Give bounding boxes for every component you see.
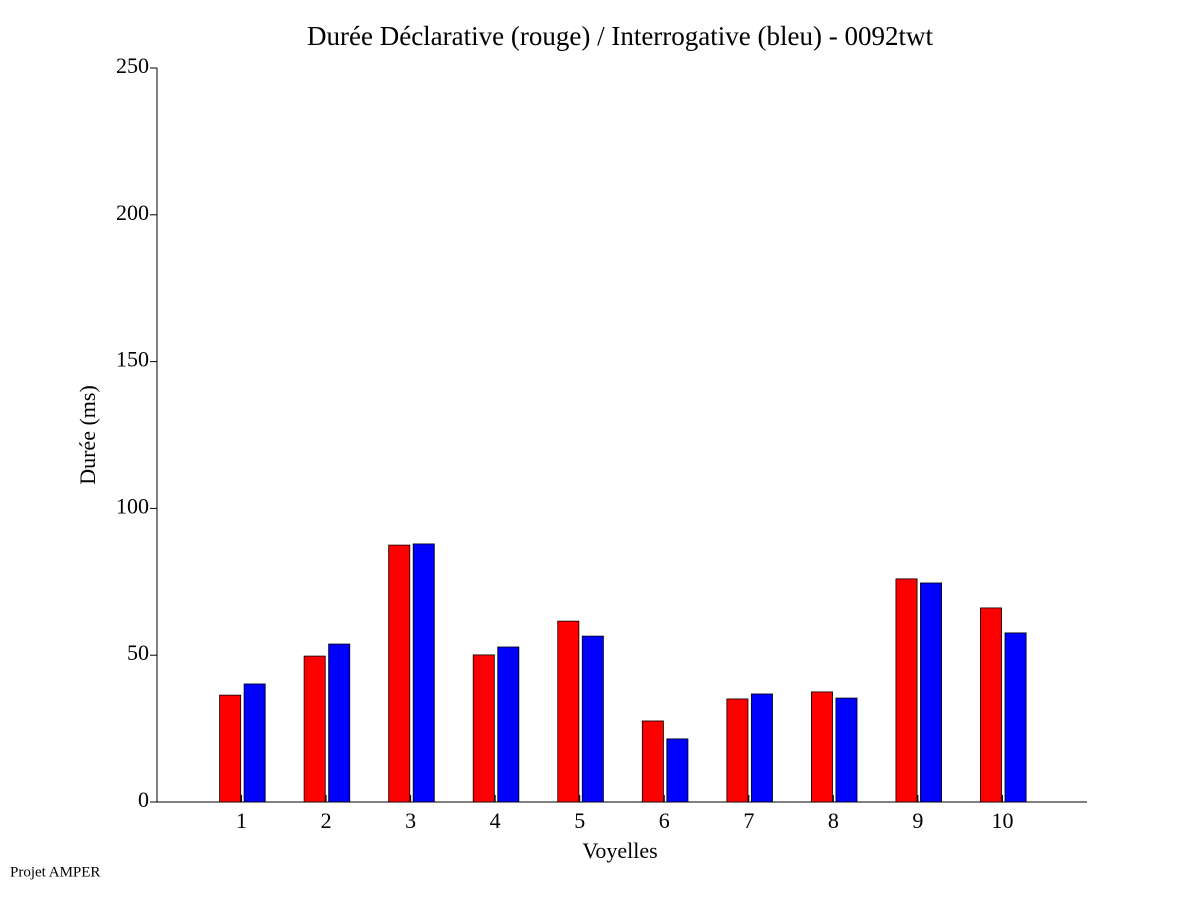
x-tick-label: 7 xyxy=(743,808,754,833)
bar xyxy=(472,654,495,803)
bar xyxy=(557,620,580,803)
bar xyxy=(497,646,520,803)
y-axis-label: Durée (ms) xyxy=(75,385,100,485)
bar xyxy=(895,578,918,803)
x-tick-label: 1 xyxy=(236,808,247,833)
bar xyxy=(328,643,351,803)
x-tick-label: 6 xyxy=(659,808,670,833)
y-tick-label: 250 xyxy=(116,53,149,78)
x-tick-label: 2 xyxy=(321,808,332,833)
footer: Projet AMPER xyxy=(10,864,100,880)
bar xyxy=(726,698,749,803)
bar xyxy=(412,543,435,803)
y-tick-label: 100 xyxy=(116,493,149,518)
x-axis-label: Voyelles xyxy=(582,838,657,863)
y-tick-label: 0 xyxy=(138,787,149,812)
x-tick-label: 8 xyxy=(828,808,839,833)
y-tick-label: 200 xyxy=(116,200,149,225)
bar xyxy=(641,720,664,803)
x-tick-label: 5 xyxy=(574,808,585,833)
y-tick-label: 50 xyxy=(127,640,149,665)
bar xyxy=(666,738,689,803)
bar xyxy=(388,544,411,803)
x-tick-label: 3 xyxy=(405,808,416,833)
bar xyxy=(303,655,326,803)
bar xyxy=(810,691,833,803)
bar xyxy=(750,693,773,803)
bar xyxy=(980,607,1003,803)
y-tick-label: 150 xyxy=(116,347,149,372)
x-tick-label: 10 xyxy=(991,808,1013,833)
bar xyxy=(920,582,942,803)
chart-title: Durée Déclarative (rouge) / Interrogativ… xyxy=(307,21,933,51)
x-tick-label: 4 xyxy=(490,808,501,833)
x-tick-label: 9 xyxy=(912,808,923,833)
bar xyxy=(243,683,266,803)
bar xyxy=(219,694,242,803)
bar xyxy=(1004,632,1027,803)
bar xyxy=(835,697,858,803)
bar xyxy=(581,635,604,803)
